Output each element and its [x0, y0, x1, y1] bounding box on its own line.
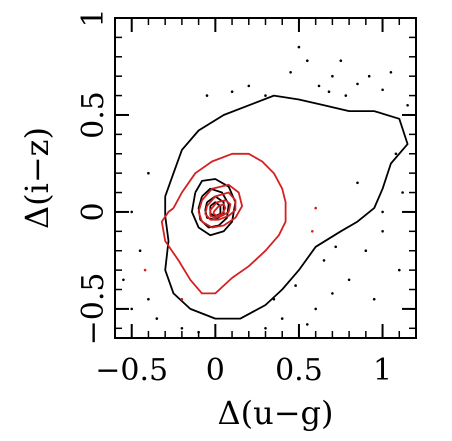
y-axis-title: Δ(i−z) [18, 127, 56, 229]
data-point [381, 230, 384, 233]
data-point [381, 88, 384, 92]
data-point [147, 171, 150, 175]
data-point [122, 278, 125, 282]
data-point [331, 292, 334, 295]
x-tick-label: 0.5 [275, 353, 323, 388]
data-point [297, 45, 301, 49]
y-tick-label: 1 [76, 8, 111, 27]
y-tick-label: −0.5 [76, 272, 111, 345]
series-2 [143, 152, 318, 301]
data-point [147, 297, 150, 301]
data-point [306, 59, 309, 62]
data-point [364, 249, 368, 252]
data-point [130, 307, 133, 311]
data-point [314, 206, 318, 210]
data-point [264, 327, 267, 330]
data-point [334, 245, 338, 249]
data-point [394, 152, 398, 156]
data-point [356, 181, 359, 185]
data-point [180, 297, 184, 301]
data-point [280, 317, 284, 320]
data-point [294, 284, 297, 287]
data-point [311, 230, 314, 233]
data-point [356, 82, 359, 86]
data-point [327, 90, 331, 93]
contour-line-4 [209, 199, 232, 219]
x-tick-label: −0.5 [95, 353, 168, 388]
contour-line-2 [197, 183, 244, 229]
data-point [322, 259, 326, 262]
contour-line-5 [212, 203, 227, 217]
data-point [138, 249, 142, 252]
data-point [367, 74, 371, 78]
data-point [180, 327, 184, 330]
contour-line-3 [204, 191, 237, 221]
data-point [247, 84, 251, 88]
data-point [347, 278, 351, 282]
data-point [264, 94, 267, 97]
y-tick-label: 0.5 [76, 91, 111, 139]
axes: −0.5 0 0.5 1 −0.5 0 0.5 1 Δ(u−g) Δ(i−z) [18, 8, 417, 432]
contour-line-1 [160, 152, 287, 295]
data-point [289, 71, 292, 74]
data-point [317, 84, 321, 88]
data-point [389, 71, 393, 74]
data-point [401, 191, 404, 194]
data-point [406, 104, 409, 107]
data-point [398, 268, 401, 272]
data-point [314, 307, 318, 311]
data-point [130, 210, 133, 214]
data-point [155, 317, 159, 320]
contour-line-2 [190, 178, 237, 237]
data-point [331, 74, 334, 78]
x-tick-label: 0 [206, 353, 225, 388]
y-tick-label: 0 [76, 202, 111, 221]
data-point [205, 94, 209, 97]
x-axis-title: Δ(u−g) [218, 394, 334, 432]
x-tick-label: 1 [373, 353, 392, 388]
data-point [381, 210, 384, 214]
data-point [143, 268, 147, 272]
data-point [230, 90, 234, 93]
plot-marks [122, 45, 409, 334]
data-point [339, 59, 343, 62]
data-point [306, 323, 309, 326]
contour-line-1 [164, 94, 409, 320]
data-point [372, 297, 376, 301]
data-point [344, 94, 348, 97]
